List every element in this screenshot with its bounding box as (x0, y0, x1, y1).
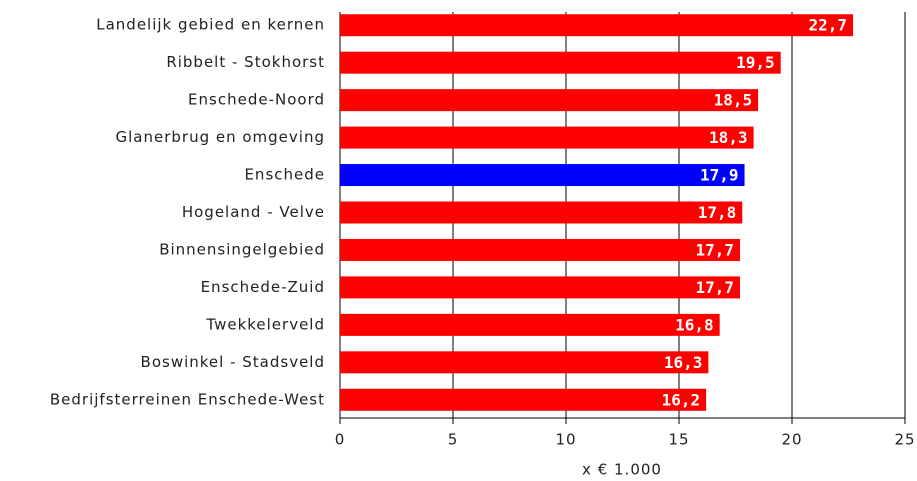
x-tick-label: 0 (335, 431, 346, 449)
y-tick-label: Landelijk gebied en kernen (96, 16, 325, 34)
value-label: 16,3 (664, 353, 703, 372)
bar (340, 313, 720, 336)
x-tick-label: 5 (448, 431, 459, 449)
y-tick-label: Glanerbrug en omgeving (116, 128, 326, 146)
y-tick-label: Enschede-Zuid (201, 278, 325, 296)
bar (340, 388, 707, 411)
bar (340, 89, 759, 112)
x-tick-label: 20 (781, 431, 802, 449)
y-tick-label: Ribbelt - Stokhorst (166, 53, 325, 71)
bar (340, 276, 741, 299)
x-tick-label: 10 (555, 431, 576, 449)
bar (340, 201, 743, 224)
y-tick-label: Enschede (244, 166, 325, 184)
value-label: 16,8 (675, 315, 714, 334)
y-tick-label: Boswinkel - Stadsveld (141, 353, 325, 371)
y-tick-label: Enschede-Noord (188, 91, 325, 109)
x-tick-label: 25 (894, 431, 915, 449)
bar (340, 126, 754, 149)
bar (340, 14, 854, 37)
x-axis-label: x € 1.000 (582, 461, 662, 479)
value-label: 17,7 (695, 278, 734, 297)
value-label: 17,9 (700, 166, 739, 185)
x-tick-label: 15 (668, 431, 689, 449)
bar (340, 351, 709, 374)
y-tick-label: Twekkelerveld (205, 315, 325, 333)
value-label: 17,8 (698, 203, 737, 222)
value-label: 17,7 (695, 240, 734, 259)
value-label: 16,2 (662, 390, 701, 409)
y-tick-label: Bedrijfsterreinen Enschede-West (50, 390, 325, 408)
value-label: 22,7 (808, 16, 847, 35)
value-label: 19,5 (736, 53, 775, 72)
value-label: 18,3 (709, 128, 748, 147)
y-tick-label: Hogeland - Velve (182, 203, 325, 221)
bar (340, 238, 741, 261)
bar (340, 51, 781, 74)
value-label: 18,5 (714, 91, 753, 110)
y-tick-label: Binnensingelgebied (159, 240, 325, 258)
bar (340, 164, 745, 187)
